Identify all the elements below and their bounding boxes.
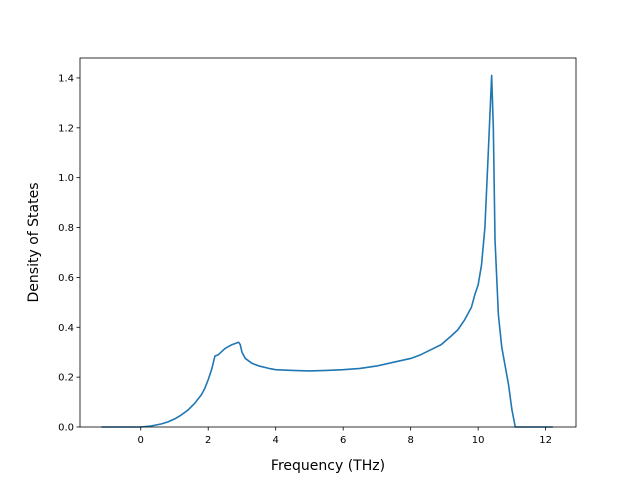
- x-axis-label: Frequency (THz): [271, 458, 385, 474]
- y-tick-label: 1.4: [58, 73, 74, 84]
- x-tick-label: 12: [539, 435, 552, 446]
- x-tick-label: 0: [138, 435, 144, 446]
- plot-frame: [79, 57, 577, 428]
- y-tick-label: 0.4: [58, 323, 74, 334]
- x-tick-label: 4: [273, 435, 279, 446]
- y-tick-label: 0.8: [58, 223, 74, 234]
- x-tick-label: 2: [205, 435, 211, 446]
- x-axis: 0 2 4 6 8 10 12: [138, 427, 552, 446]
- x-tick-label: 8: [407, 435, 413, 446]
- y-axis-label: Density of States: [26, 183, 42, 303]
- y-axis: 0.0 0.2 0.4 0.6 0.8 1.0 1.2 1.4: [58, 73, 80, 434]
- y-tick-label: 1.0: [58, 173, 74, 184]
- y-tick-label: 0.2: [58, 373, 74, 384]
- y-tick-label: 0.6: [58, 273, 74, 284]
- x-tick-label: 10: [472, 435, 485, 446]
- y-tick-label: 0.0: [58, 423, 74, 434]
- x-tick-label: 6: [340, 435, 346, 446]
- series-line-0: [101, 74, 554, 428]
- y-tick-label: 1.2: [58, 123, 74, 134]
